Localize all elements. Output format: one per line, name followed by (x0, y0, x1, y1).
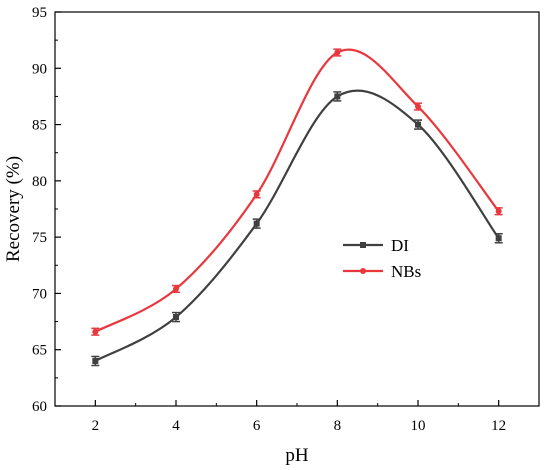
y-tick-label: 90 (32, 61, 47, 77)
y-axis-label: Recovery (%) (3, 156, 24, 262)
data-point (495, 208, 502, 215)
series-nbs (91, 48, 503, 336)
plot-layer (91, 48, 503, 367)
series-di (91, 89, 503, 367)
legend: DI NBs (343, 236, 421, 281)
y-tick-label: 60 (32, 399, 47, 415)
y-tick-label: 80 (32, 174, 47, 190)
legend-marker (360, 268, 366, 274)
data-point (173, 285, 179, 292)
data-point (495, 235, 502, 242)
data-point (415, 103, 421, 110)
legend-label: NBs (391, 262, 421, 281)
legend-label: DI (391, 236, 409, 255)
y-tick-label: 95 (32, 5, 47, 21)
y-tick-label: 85 (32, 118, 47, 134)
data-point (92, 328, 99, 335)
y-axis: 60 65 70 75 80 85 90 95 (32, 5, 61, 415)
x-tick-label: 6 (253, 418, 261, 434)
x-tick-label: 10 (411, 418, 426, 434)
data-point (173, 314, 179, 321)
x-tick-label: 12 (491, 418, 506, 434)
x-tick-label: 2 (92, 418, 100, 434)
data-point (253, 191, 260, 198)
legend-marker (360, 242, 366, 248)
y-tick-label: 75 (32, 230, 47, 246)
data-point (334, 49, 341, 56)
data-point (92, 357, 99, 364)
data-point (253, 220, 260, 227)
x-axis-label: pH (285, 445, 309, 466)
data-point (334, 93, 341, 100)
x-tick-label: 8 (334, 418, 342, 434)
series-line (94, 48, 500, 333)
y-tick-label: 65 (32, 343, 47, 359)
y-tick-label: 70 (32, 286, 47, 302)
x-axis: 2 4 6 8 10 12 (92, 400, 506, 434)
x-tick-label: 4 (172, 418, 180, 434)
data-point (415, 121, 421, 128)
